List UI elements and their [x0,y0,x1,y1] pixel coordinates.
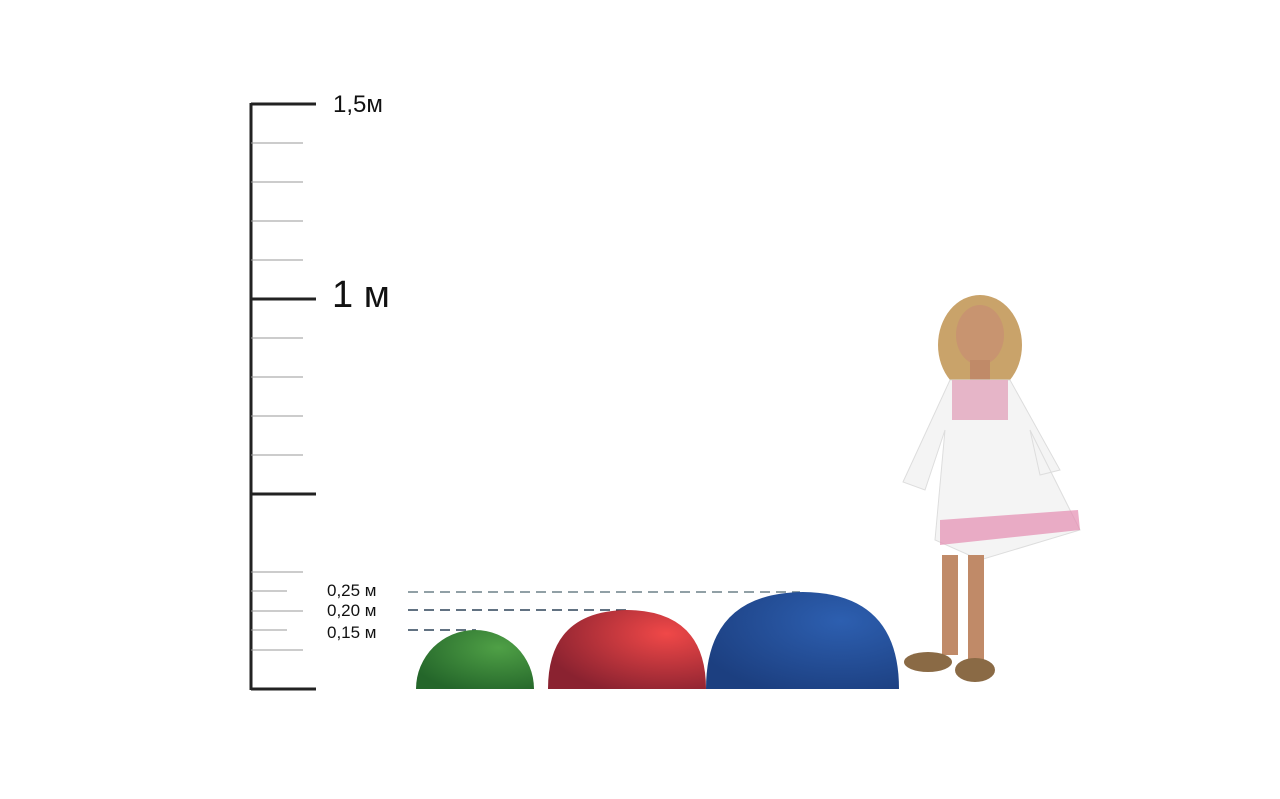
label-015: 0,15 м [327,623,377,642]
label-025: 0,25 м [327,581,377,600]
label-1m: 1 м [332,274,390,316]
label-020: 0,20 м [327,601,377,620]
dome-blue [706,592,899,689]
ruler [249,102,316,691]
label-1-5m: 1,5м [333,91,383,118]
child-figure-icon [902,295,1081,682]
dome-green [416,630,534,689]
dashed-guides [408,591,800,631]
dome-red [548,610,706,689]
